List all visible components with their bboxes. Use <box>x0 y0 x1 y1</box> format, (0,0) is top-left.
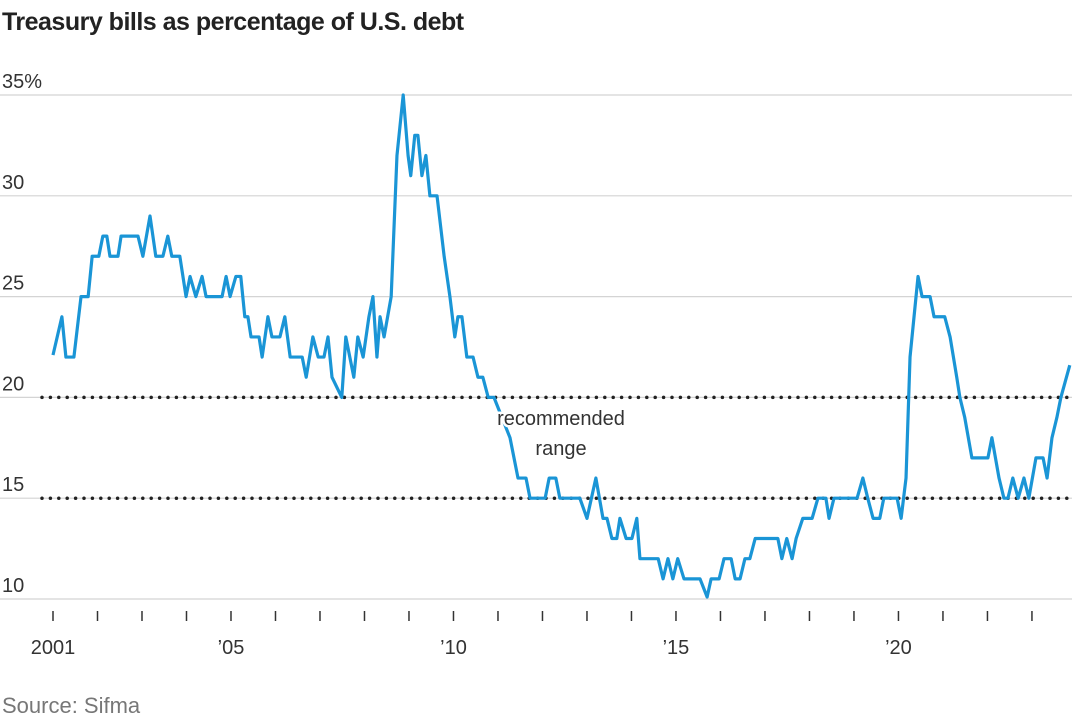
chart-title: Treasury bills as percentage of U.S. deb… <box>2 8 465 36</box>
x-tick-label: ’15 <box>663 637 690 659</box>
y-tick-label: 35% <box>2 71 42 93</box>
y-tick-label: 15 <box>2 474 24 496</box>
y-tick-label: 20 <box>2 373 24 395</box>
y-tick-label: 30 <box>2 172 24 194</box>
source: Source: Sifma <box>2 693 141 718</box>
x-tick-label: ’05 <box>218 637 245 659</box>
x-tick-label: 2001 <box>31 637 76 659</box>
annotation: recommended <box>497 408 625 430</box>
data-line <box>51 93 1072 599</box>
annotation: range <box>535 438 586 460</box>
y-tick-label: 10 <box>2 575 24 597</box>
y-tick-label: 25 <box>2 273 24 295</box>
x-tick-label: ’20 <box>885 637 912 659</box>
x-tick-label: ’10 <box>440 637 467 659</box>
